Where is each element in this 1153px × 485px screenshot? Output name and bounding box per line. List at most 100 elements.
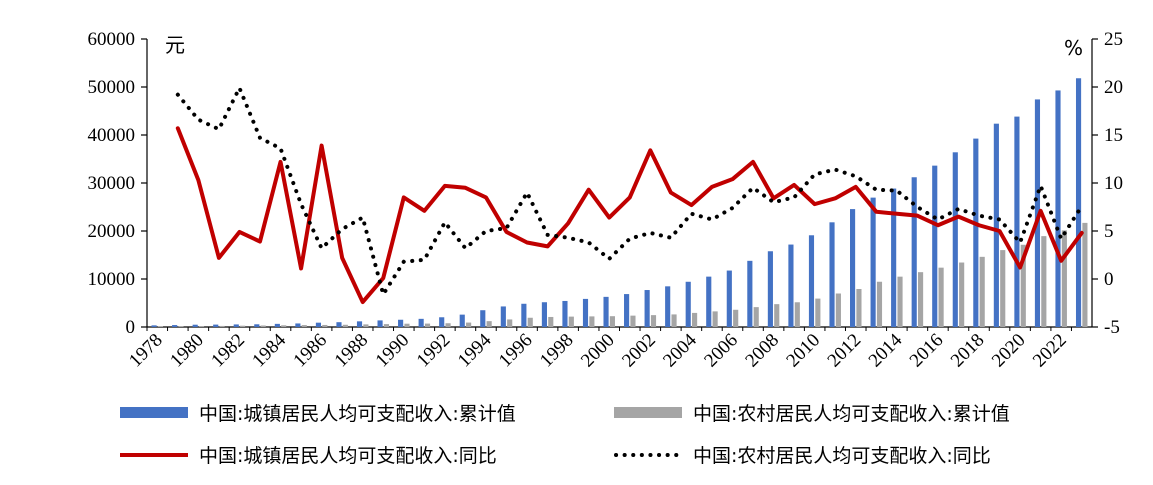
urban-income-bar — [459, 314, 465, 327]
rural-income-bar — [342, 324, 348, 327]
x-tick-label: 2018 — [947, 330, 989, 372]
urban-growth-line — [175, 126, 1084, 305]
right-tick-label: -5 — [1104, 317, 1120, 338]
rural-income-bar — [281, 325, 287, 327]
legend-label: 中国:城镇居民人均可支配收入:累计值 — [199, 403, 516, 425]
rural-income-bar — [383, 324, 390, 327]
rural-income-bar — [630, 315, 636, 327]
x-tick-label: 2014 — [865, 329, 907, 371]
rural-income-bar — [692, 312, 698, 327]
rural-income-bar — [733, 309, 739, 327]
right-tick-label: 5 — [1104, 221, 1114, 242]
legend-swatch — [120, 407, 188, 418]
legend: 中国:城镇居民人均可支配收入:累计值 中国:农村居民人均可支配收入:累计值中国:城… — [120, 403, 1010, 467]
urban-income-bar — [295, 323, 301, 327]
rural-income-bar — [1000, 250, 1006, 327]
rural-income-bar — [322, 324, 328, 327]
rural-income-bar — [301, 325, 307, 327]
rural-income-bar — [671, 314, 677, 327]
legend-label: 中国:农村居民人均可支配收入:同比 — [693, 445, 991, 467]
x-tick-label: 2004 — [659, 329, 701, 371]
right-tick-label: 20 — [1104, 77, 1123, 98]
urban-income-bar — [541, 302, 547, 327]
rural-income-bar — [589, 316, 595, 327]
left-tick-label: 20000 — [88, 221, 136, 242]
rural-income-bar — [959, 262, 965, 327]
urban-income-bar — [1075, 78, 1082, 327]
right-tick-label: 0 — [1104, 269, 1114, 290]
rural-income-bar — [363, 324, 369, 327]
urban-income-bar — [439, 317, 445, 327]
left-axis-ticks: 0 10000 20000 30000 40000 50000 60000 — [88, 29, 147, 338]
x-tick-label: 1984 — [248, 329, 290, 371]
x-tick-label: 1996 — [495, 330, 537, 372]
x-tick-label: 2020 — [988, 330, 1030, 372]
urban-income-bar — [706, 276, 712, 327]
urban-income-bar — [624, 294, 630, 327]
rural-income-bar — [466, 322, 472, 327]
x-tick-label: 2010 — [782, 330, 824, 372]
left-tick-label: 0 — [126, 317, 136, 338]
rural-income-bar — [1082, 222, 1088, 327]
urban-income-bar — [829, 222, 835, 327]
urban-income-bar — [911, 177, 917, 327]
urban-income-bar — [315, 322, 322, 327]
rural-income-bar — [815, 298, 821, 327]
urban-income-bar — [603, 296, 609, 327]
urban-income-bar — [562, 300, 568, 327]
urban-income-bar — [932, 165, 938, 327]
x-tick-label: 1990 — [372, 330, 414, 372]
rural-income-bar — [938, 267, 944, 327]
x-tick-label: 2008 — [741, 330, 783, 372]
urban-income-bar — [521, 303, 527, 327]
urban-income-bar — [274, 323, 280, 327]
rural-income-bar — [198, 326, 205, 327]
rural-income-bar — [774, 304, 780, 327]
urban-income-bar — [480, 310, 486, 327]
bars — [151, 78, 1088, 328]
rural-income-bar — [1020, 244, 1026, 327]
urban-income-bar — [993, 123, 999, 328]
x-axis: 1978 1980 1982 1984 1986 1988 1990 1992 1994 1996… — [125, 326, 1092, 372]
left-tick-label: 50000 — [88, 77, 136, 98]
x-tick-label: 2000 — [577, 330, 619, 372]
x-tick-label: 1986 — [289, 330, 331, 372]
urban-income-bar — [336, 322, 342, 327]
x-tick-label: 1988 — [331, 330, 373, 372]
urban-income-bar — [192, 324, 198, 327]
urban-income-bar — [213, 324, 219, 327]
rural-income-bar — [445, 323, 451, 327]
x-tick-label: 1980 — [166, 330, 208, 372]
urban-income-bar — [767, 251, 773, 327]
x-tick-label: 2006 — [700, 330, 742, 372]
right-axis: -5 0 5 10 15 20 25 % — [1064, 29, 1123, 338]
urban-income-bar — [747, 260, 753, 327]
urban-income-bar — [500, 306, 506, 327]
rural-income-bar — [856, 289, 862, 327]
rural-income-bar — [507, 319, 513, 327]
rural-income-bar — [712, 311, 718, 327]
legend-label: 中国:城镇居民人均可支配收入:同比 — [199, 445, 497, 467]
urban-income-bar — [685, 281, 691, 327]
rural-income-bar — [609, 316, 615, 327]
rural-income-bar — [1041, 236, 1047, 327]
rural-income-bar — [1061, 230, 1067, 327]
urban-income-bar — [788, 244, 794, 327]
x-tick-label: 1994 — [454, 329, 496, 371]
rural-income-bar — [753, 307, 759, 327]
urban-income-bar — [1034, 99, 1041, 327]
right-tick-label: 10 — [1104, 173, 1123, 194]
right-tick-label: 15 — [1104, 125, 1123, 146]
urban-income-bar — [1014, 116, 1020, 327]
rural-income-bar — [548, 316, 554, 327]
urban-income-bar — [377, 320, 383, 327]
rural-income-bar — [918, 272, 924, 327]
urban-income-bar — [151, 325, 157, 327]
urban-income-bar — [973, 138, 979, 327]
urban-income-bar — [582, 298, 589, 327]
rural-income-bar — [979, 256, 985, 327]
x-tick-label: 1982 — [207, 330, 249, 372]
rural-income-bar — [240, 325, 246, 327]
left-tick-label: 60000 — [88, 29, 136, 50]
urban-income-bar — [726, 270, 732, 327]
